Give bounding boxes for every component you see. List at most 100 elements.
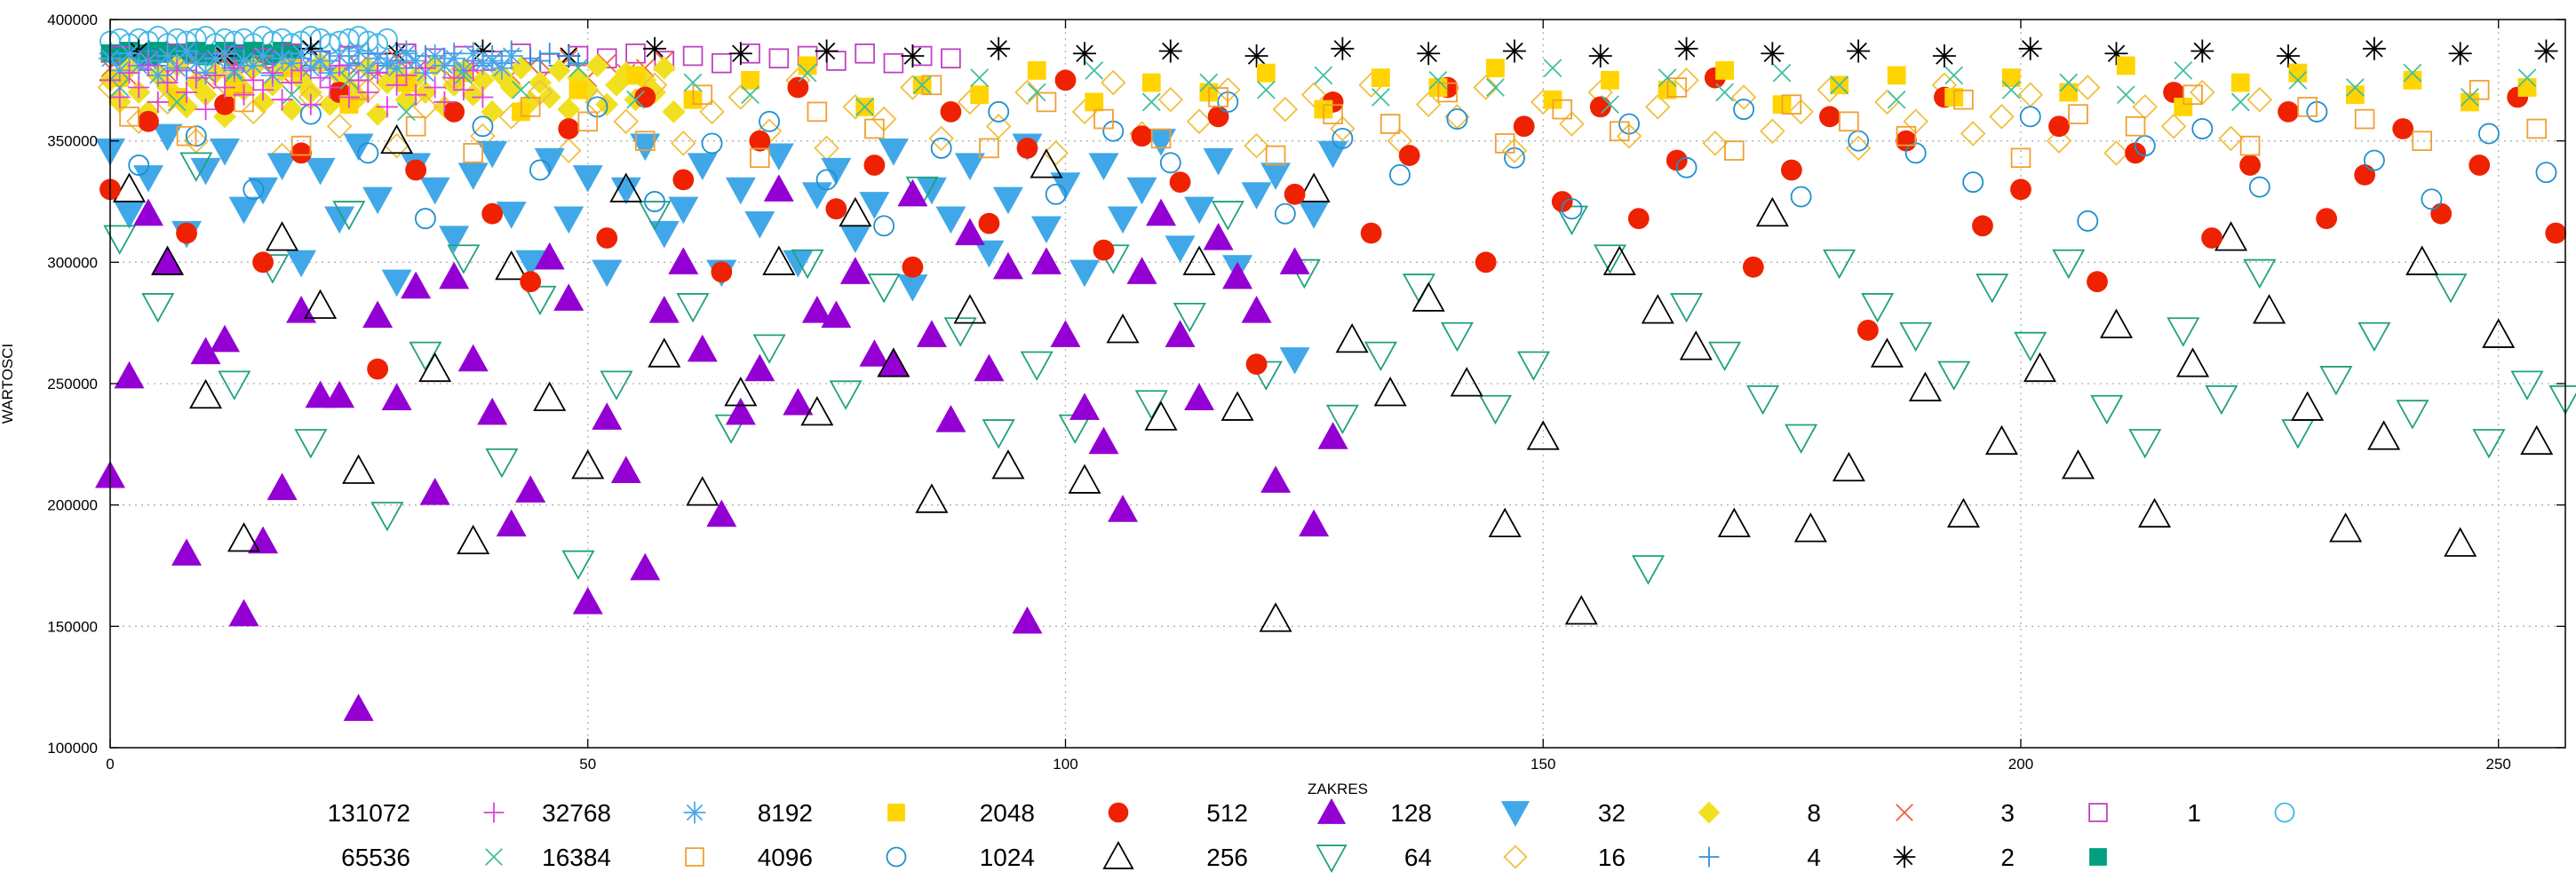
data-point — [242, 178, 265, 201]
data-point — [1184, 383, 1215, 410]
data-point — [547, 59, 571, 83]
data-point — [724, 377, 758, 407]
data-point — [687, 334, 718, 362]
data-point — [266, 472, 298, 501]
data-point — [821, 157, 852, 186]
data-point — [290, 142, 312, 164]
data-point — [1564, 595, 1598, 625]
data-point — [481, 202, 504, 225]
data-point — [839, 257, 871, 284]
data-point — [1486, 78, 1505, 97]
data-point — [988, 100, 1010, 123]
data-point — [1708, 341, 1742, 372]
data-point — [585, 53, 609, 77]
data-point — [338, 86, 360, 108]
data-point — [227, 522, 261, 552]
data-point — [228, 599, 259, 627]
data-point — [1845, 135, 1872, 162]
data-point — [2052, 249, 2086, 280]
data-point — [232, 49, 256, 73]
x-tick-label: 50 — [579, 756, 596, 773]
data-point — [706, 499, 737, 527]
data-point — [1501, 138, 1528, 163]
data-point — [2517, 68, 2537, 87]
data-point — [419, 478, 450, 505]
data-point — [1478, 394, 1512, 425]
legend-marker — [2089, 848, 2107, 866]
data-point — [1360, 222, 1382, 244]
data-points — [95, 26, 2576, 721]
data-point — [281, 72, 303, 94]
data-point — [1088, 153, 1119, 180]
data-point — [107, 59, 131, 83]
data-point — [2396, 400, 2429, 430]
data-point — [1036, 91, 1057, 113]
data-point — [648, 220, 680, 249]
y-tick-label: 400000 — [47, 12, 98, 28]
legend-marker — [485, 848, 503, 866]
data-point — [985, 113, 1012, 139]
data-point — [2010, 178, 2031, 201]
data-point — [512, 80, 530, 99]
y-tick-label: 100000 — [47, 740, 98, 757]
data-point — [1241, 182, 1272, 210]
legend-marker — [1316, 844, 1348, 874]
data-point — [2346, 78, 2365, 97]
data-point — [299, 93, 322, 115]
data-point — [916, 177, 947, 205]
data-point — [462, 59, 484, 82]
data-point — [175, 39, 199, 63]
data-point — [1159, 152, 1181, 174]
data-point — [572, 165, 603, 193]
data-point — [1317, 140, 1348, 169]
data-point — [763, 143, 794, 171]
data-point — [687, 153, 718, 180]
data-point — [141, 293, 175, 323]
data-point — [2363, 149, 2385, 171]
data-point — [1146, 198, 1177, 226]
data-point — [2362, 36, 2386, 60]
data-point — [138, 110, 159, 132]
data-point — [1165, 235, 1196, 263]
data-point — [176, 125, 197, 147]
data-point — [375, 52, 399, 75]
data-point — [515, 475, 546, 503]
data-point — [2291, 391, 2325, 421]
data-point — [214, 76, 236, 99]
data-point — [1317, 422, 1348, 449]
series-512 — [95, 174, 1348, 721]
data-point — [941, 48, 961, 69]
data-point — [630, 133, 661, 162]
data-point — [1473, 75, 1499, 100]
data-point — [117, 42, 141, 66]
data-point — [1932, 44, 1956, 67]
data-point — [413, 81, 437, 104]
data-point — [2403, 70, 2422, 90]
data-point — [2288, 70, 2308, 90]
data-point — [1944, 66, 1964, 85]
data-point — [643, 36, 667, 60]
data-point — [305, 380, 336, 408]
data-point — [626, 90, 645, 109]
data-point — [1141, 92, 1161, 112]
data-point — [326, 113, 353, 139]
y-tick-label: 350000 — [47, 133, 98, 150]
data-point — [859, 192, 890, 219]
data-point — [2357, 321, 2391, 353]
data-point — [2116, 85, 2135, 105]
data-point — [676, 293, 710, 323]
data-point — [194, 61, 218, 85]
data-point — [481, 99, 505, 123]
data-point — [943, 317, 977, 347]
data-point — [1274, 202, 1296, 225]
data-point — [2534, 39, 2558, 63]
data-point — [2412, 131, 2432, 151]
data-point — [324, 206, 355, 234]
data-point — [1645, 94, 1671, 120]
data-point — [1045, 183, 1067, 205]
data-point — [179, 152, 213, 182]
legend-label: 128 — [1390, 799, 1432, 827]
y-axis-title: WARTOSCI — [0, 344, 16, 424]
data-point — [613, 108, 640, 135]
data-point — [1415, 91, 1442, 117]
